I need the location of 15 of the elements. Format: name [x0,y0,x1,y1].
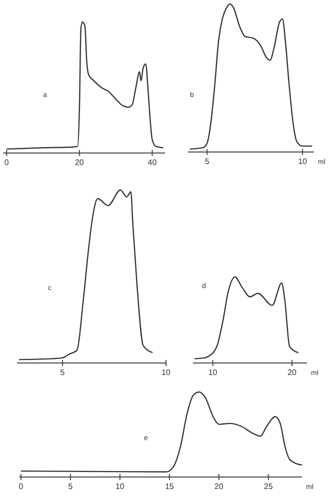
x-tick-label: 10 [162,368,171,377]
x-tick-label: 10 [298,157,308,166]
x-tick-label: 20 [74,158,84,167]
x-tick-label: 20 [214,482,224,491]
x-tick-label: 5 [68,482,74,491]
x-tick-label: 15 [164,482,174,491]
x-tick-label: 20 [288,368,297,377]
x-tick-label: 5 [204,157,210,166]
x-tick-label: 40 [148,158,158,167]
x-tick-label: 25 [264,482,274,491]
x-tick-label: 0 [4,158,10,167]
x-tick-label: 10 [208,368,218,377]
x-tick-label: 0 [18,482,24,491]
x-tick-label: 5 [60,368,66,377]
x-tick-label: 10 [115,482,125,491]
